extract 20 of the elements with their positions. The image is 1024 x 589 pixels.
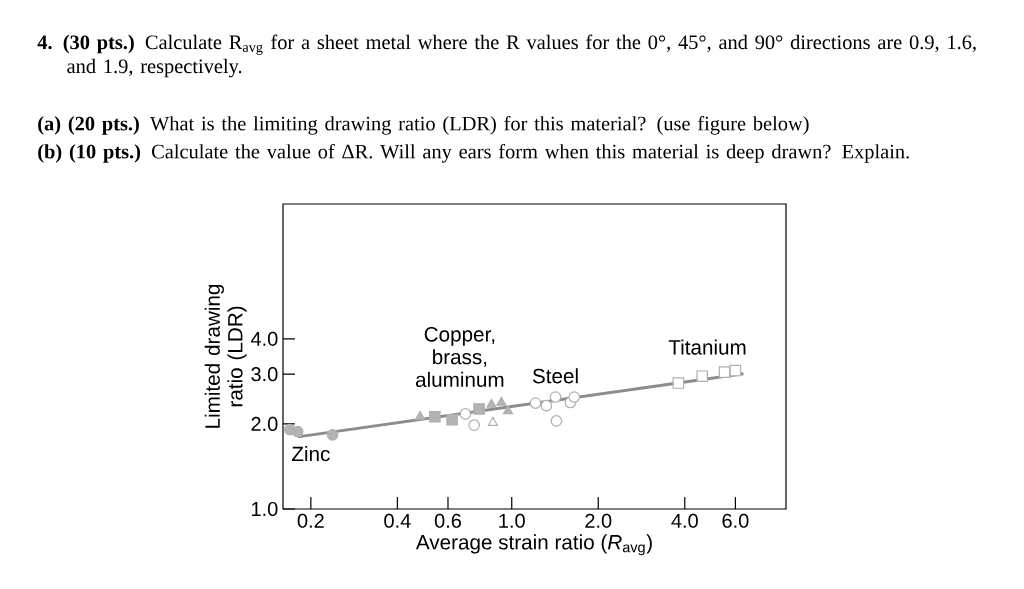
x-tick-label: 0.2 [297,513,324,528]
y-tick-label: 2.0 [251,416,278,432]
y-tick-label: 4.0 [250,331,278,346]
x-tick-label: 0.4 [384,513,411,528]
x-tick-label: 1.0 [499,513,525,528]
y-tick-label: 3.0 [251,367,278,382]
y-axis-title: Limited drawing ratio (LDR) [204,284,247,428]
annotation: Copper, brass, aluminum [415,327,504,387]
chart-title: 4. (30 pts.) Calculate R$_{avg}$ for a sheet metal where the R values for the 0°, 45°, and 90° directions are 0.9, 1.6, and 1.9, respectively. [37,34,976,78]
annotation: Zinc [291,446,330,462]
x-tick-label: 6.0 [722,513,749,528]
y-tick-label: 1.0 [252,501,278,517]
x-axis-title: Average strain ratio (R$_{avg}$) [415,534,652,556]
x-tick-label: 4.0 [671,513,698,528]
text: (b) (10 pts.) Calculate the value of ΔR. Will any ears form when this material is deep drawn? Explain. [38,143,909,163]
x-tick-label: 2.0 [585,513,612,528]
x-tick-label: 0.6 [434,513,462,528]
annotation: Steel [532,368,578,384]
annotation: Titanium [668,339,746,355]
text: (a) (20 pts.) What is the limiting drawing ratio (LDR) for this material? (use figure below) [38,115,809,135]
